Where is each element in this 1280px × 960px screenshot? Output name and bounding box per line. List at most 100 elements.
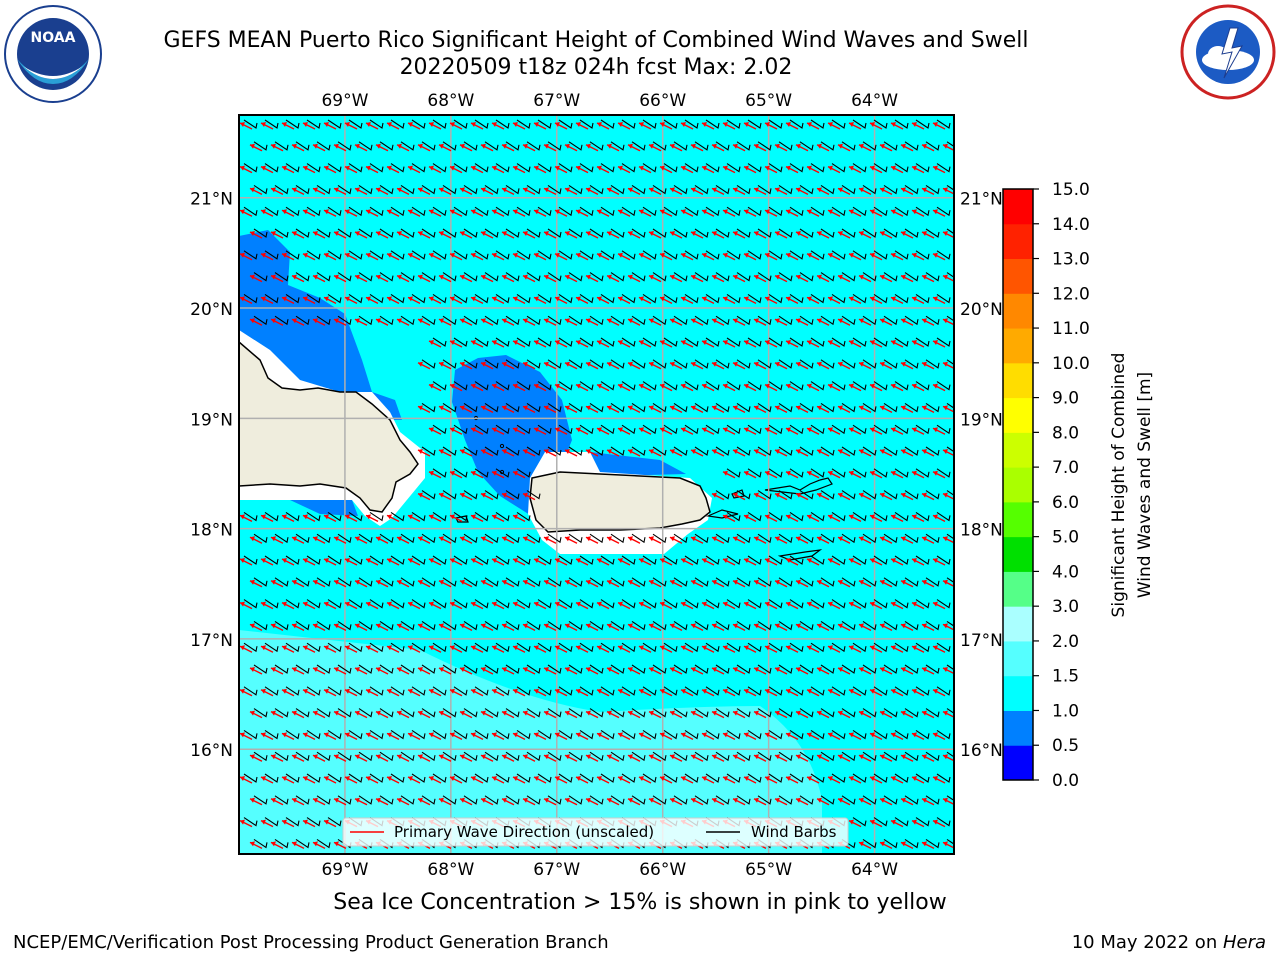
wind-barb — [421, 577, 436, 587]
wave-arrow-head — [313, 710, 318, 716]
wave-arrow-head — [691, 797, 696, 803]
wave-arrow-head — [387, 252, 392, 258]
wave-arrow-head — [555, 427, 560, 433]
wave-arrow-head — [282, 209, 287, 215]
wave-arrow-head — [607, 536, 612, 542]
wind-barb — [463, 228, 478, 238]
wave-arrow-head — [828, 558, 833, 563]
wave-arrow-head — [933, 296, 938, 302]
wave-arrow-head — [723, 601, 728, 607]
wind-barb — [904, 708, 919, 718]
wind-barb — [348, 293, 363, 304]
wave-arrow-head — [712, 492, 717, 498]
wind-barb — [411, 729, 426, 740]
wave-arrow-head — [303, 296, 308, 302]
wave-arrow-head — [397, 754, 402, 760]
wind-barb — [841, 184, 856, 195]
wave-arrow-head — [807, 514, 812, 520]
wave-arrow-head — [240, 252, 245, 258]
wind-barb — [705, 424, 720, 435]
wave-arrow-head — [450, 165, 455, 171]
wave-arrow-head — [765, 470, 770, 476]
wind-barb — [516, 642, 531, 653]
wave-arrow-head — [607, 797, 612, 803]
wave-arrow-head — [618, 601, 623, 607]
wave-arrow-head — [597, 732, 602, 738]
wave-arrow-head — [523, 710, 528, 716]
wind-barb — [589, 184, 604, 195]
wave-arrow-head — [460, 536, 465, 542]
wind-barb — [789, 163, 804, 173]
wave-arrow-head — [544, 405, 549, 411]
wind-barb — [778, 664, 793, 674]
wind-barb — [264, 599, 279, 609]
wind-barb — [736, 359, 751, 369]
wave-arrow-head — [460, 274, 465, 280]
wind-barb — [400, 141, 415, 151]
wind-barb — [810, 729, 825, 740]
wave-arrow-head — [502, 579, 507, 585]
wind-barb — [904, 577, 919, 587]
wave-arrow-head — [628, 449, 633, 454]
wave-arrow-head — [292, 797, 297, 803]
wave-arrow-head — [240, 776, 245, 781]
wave-arrow-head — [649, 579, 654, 585]
wave-arrow-head — [754, 579, 759, 585]
wave-arrow-head — [366, 296, 371, 302]
wave-arrow-head — [702, 601, 707, 607]
wind-barb — [726, 468, 741, 478]
wave-arrow-head — [681, 340, 686, 345]
wave-arrow-head — [754, 231, 759, 236]
wind-barb — [841, 272, 856, 282]
wind-barb — [568, 620, 583, 631]
wave-arrow-head — [891, 732, 896, 738]
wave-arrow-head — [334, 579, 339, 585]
wave-arrow-head — [439, 231, 444, 236]
wave-arrow-head — [912, 427, 917, 433]
wind-barb — [747, 381, 762, 391]
wind-barb — [936, 381, 951, 391]
wind-barb — [579, 686, 594, 696]
wind-barb — [390, 250, 405, 260]
wave-arrow-head — [618, 558, 623, 563]
wind-barb — [631, 795, 646, 805]
wind-barb — [537, 119, 552, 129]
wave-arrow-head — [355, 754, 360, 760]
wave-arrow-head — [828, 165, 833, 171]
wave-arrow-head — [607, 579, 612, 585]
colorbar-tick-label: 8.0 — [1052, 423, 1079, 443]
wind-barb — [379, 315, 394, 326]
wind-barb — [285, 293, 300, 304]
wind-barb — [337, 620, 352, 631]
wind-barb — [715, 577, 730, 587]
wind-barb — [799, 359, 814, 369]
wind-barb — [747, 163, 762, 173]
wind-barb — [841, 315, 856, 326]
wave-arrow-head — [418, 710, 423, 716]
wind-barb — [862, 315, 877, 326]
wind-barb — [694, 315, 709, 326]
vieques-island — [705, 509, 739, 519]
wave-arrow-head — [387, 514, 392, 520]
wave-arrow-head — [943, 710, 948, 716]
wave-arrow-head — [765, 514, 770, 520]
wave-arrow-head — [544, 754, 549, 760]
wave-arrow-head — [838, 797, 843, 803]
wind-barb — [421, 315, 436, 326]
wind-barb — [547, 620, 562, 631]
wave-arrow-head — [513, 688, 518, 694]
wind-barb — [253, 795, 268, 805]
wave-arrow-head — [250, 143, 255, 149]
wave-arrow-head — [523, 579, 528, 585]
wind-barb — [369, 511, 384, 522]
colorbar-segment — [1003, 397, 1033, 433]
wave-arrow-head — [733, 405, 738, 411]
wind-barb — [274, 315, 289, 326]
wind-barb — [747, 686, 762, 696]
wave-arrow-head — [597, 776, 602, 781]
wind-barb — [505, 664, 520, 674]
wave-arrow-head — [880, 492, 885, 498]
wind-barb — [411, 119, 426, 129]
wave-arrow-head — [775, 274, 780, 280]
wind-barb — [295, 577, 310, 587]
